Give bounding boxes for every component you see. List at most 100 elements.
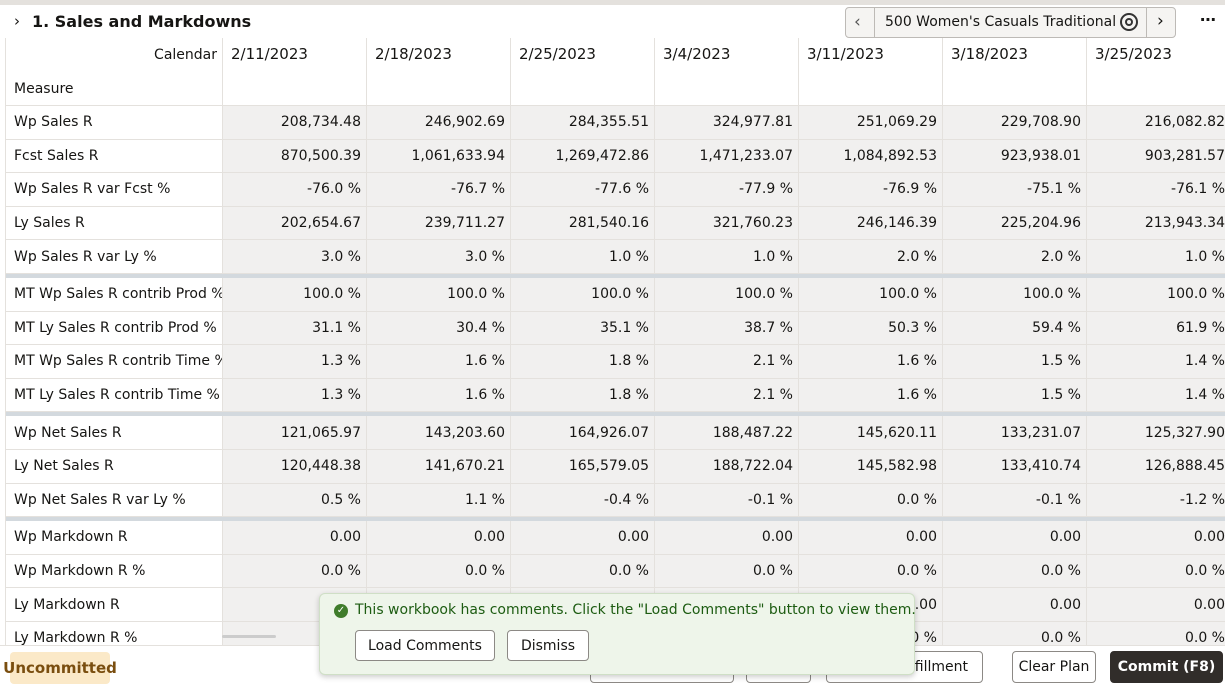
value-cell[interactable]: 133,410.74 [943, 450, 1087, 484]
value-cell[interactable]: 0.00 [799, 521, 943, 555]
target-icon[interactable] [1120, 13, 1138, 31]
value-cell[interactable]: 0.0 % [799, 483, 943, 518]
value-cell[interactable]: 1.3 % [223, 345, 367, 379]
value-cell[interactable]: 251,069.29 [799, 106, 943, 140]
value-cell[interactable]: 1.0 % [1087, 240, 1225, 274]
column-header[interactable]: 2/11/2023 [223, 38, 367, 106]
selector-label[interactable]: 500 Women's Casuals Traditional [874, 8, 1116, 37]
value-cell[interactable]: 100.0 % [511, 278, 655, 312]
value-cell[interactable]: 1.0 % [655, 240, 799, 274]
prev-button[interactable]: ‹ [854, 12, 861, 32]
next-button[interactable]: › [1146, 8, 1164, 37]
value-cell[interactable]: 281,540.16 [511, 206, 655, 241]
value-cell[interactable]: 213,943.34 [1087, 206, 1225, 241]
value-cell[interactable]: 0.00 [367, 521, 511, 555]
value-cell[interactable]: 50.3 % [799, 311, 943, 346]
value-cell[interactable]: 38.7 % [655, 311, 799, 346]
column-header[interactable]: 3/11/2023 [799, 38, 943, 106]
value-cell[interactable]: 0.00 [655, 521, 799, 555]
value-cell[interactable]: 59.4 % [943, 311, 1087, 346]
value-cell[interactable]: 0.00 [223, 521, 367, 555]
value-cell[interactable]: 0.00 [943, 588, 1087, 622]
value-cell[interactable]: 1.0 % [511, 240, 655, 274]
column-header[interactable]: 3/4/2023 [655, 38, 799, 106]
value-cell[interactable]: 145,620.11 [799, 416, 943, 450]
value-cell[interactable]: 100.0 % [367, 278, 511, 312]
value-cell[interactable]: 100.0 % [943, 278, 1087, 312]
value-cell[interactable]: 870,500.39 [223, 139, 367, 174]
value-cell[interactable]: 1.6 % [367, 345, 511, 379]
value-cell[interactable]: 225,204.96 [943, 206, 1087, 241]
value-cell[interactable]: 188,487.22 [655, 416, 799, 450]
value-cell[interactable]: 0.0 % [655, 554, 799, 589]
value-cell[interactable]: 1.3 % [223, 378, 367, 413]
value-cell[interactable]: 0.0 % [511, 554, 655, 589]
value-cell[interactable]: 229,708.90 [943, 106, 1087, 140]
value-cell[interactable]: 100.0 % [655, 278, 799, 312]
value-cell[interactable]: 61.9 % [1087, 311, 1225, 346]
value-cell[interactable]: -1.2 % [1087, 483, 1225, 518]
value-cell[interactable]: 1,084,892.53 [799, 139, 943, 174]
value-cell[interactable]: 31.1 % [223, 311, 367, 346]
value-cell[interactable]: 1.5 % [943, 378, 1087, 413]
value-cell[interactable]: 903,281.57 [1087, 139, 1225, 174]
column-header[interactable]: 3/18/2023 [943, 38, 1087, 106]
value-cell[interactable]: -76.0 % [223, 173, 367, 207]
value-cell[interactable]: 1.6 % [799, 345, 943, 379]
value-cell[interactable]: 0.00 [1087, 588, 1225, 622]
clear-plan-button[interactable]: Clear Plan [1012, 651, 1096, 683]
value-cell[interactable]: 208,734.48 [223, 106, 367, 140]
value-cell[interactable]: 923,938.01 [943, 139, 1087, 174]
value-cell[interactable]: 246,146.39 [799, 206, 943, 241]
value-cell[interactable]: 1.8 % [511, 378, 655, 413]
value-cell[interactable]: 100.0 % [799, 278, 943, 312]
expand-icon[interactable]: › [14, 12, 20, 30]
value-cell[interactable]: 321,760.23 [655, 206, 799, 241]
value-cell[interactable]: 188,722.04 [655, 450, 799, 484]
value-cell[interactable]: 164,926.07 [511, 416, 655, 450]
value-cell[interactable]: 2.1 % [655, 378, 799, 413]
value-cell[interactable]: 0.0 % [943, 622, 1087, 645]
value-cell[interactable]: 30.4 % [367, 311, 511, 346]
value-cell[interactable]: -77.6 % [511, 173, 655, 207]
load-comments-button[interactable]: Load Comments [355, 630, 495, 661]
column-header[interactable]: 3/25/2023 [1087, 38, 1225, 106]
value-cell[interactable]: 1,471,233.07 [655, 139, 799, 174]
value-cell[interactable]: -76.7 % [367, 173, 511, 207]
value-cell[interactable]: 284,355.51 [511, 106, 655, 140]
value-cell[interactable]: 216,082.82 [1087, 106, 1225, 140]
value-cell[interactable]: 100.0 % [223, 278, 367, 312]
value-cell[interactable]: 126,888.45 [1087, 450, 1225, 484]
value-cell[interactable]: -75.1 % [943, 173, 1087, 207]
scrollbar[interactable] [222, 635, 276, 638]
value-cell[interactable]: 0.5 % [223, 483, 367, 518]
value-cell[interactable]: 3.0 % [367, 240, 511, 274]
value-cell[interactable]: 2.0 % [943, 240, 1087, 274]
value-cell[interactable]: 121,065.97 [223, 416, 367, 450]
value-cell[interactable]: 125,327.90 [1087, 416, 1225, 450]
value-cell[interactable]: 0.0 % [367, 554, 511, 589]
value-cell[interactable]: 1.6 % [799, 378, 943, 413]
value-cell[interactable]: 0.0 % [223, 554, 367, 589]
value-cell[interactable]: 143,203.60 [367, 416, 511, 450]
value-cell[interactable]: 1.8 % [511, 345, 655, 379]
dismiss-button[interactable]: Dismiss [507, 630, 589, 661]
value-cell[interactable]: 1.5 % [943, 345, 1087, 379]
value-cell[interactable]: 246,902.69 [367, 106, 511, 140]
value-cell[interactable]: 0.0 % [1087, 622, 1225, 645]
value-cell[interactable]: 1,269,472.86 [511, 139, 655, 174]
value-cell[interactable]: 145,582.98 [799, 450, 943, 484]
value-cell[interactable]: 239,711.27 [367, 206, 511, 241]
value-cell[interactable]: 1,061,633.94 [367, 139, 511, 174]
value-cell[interactable]: 1.6 % [367, 378, 511, 413]
value-cell[interactable]: 3.0 % [223, 240, 367, 274]
column-header[interactable]: 2/25/2023 [511, 38, 655, 106]
value-cell[interactable]: 202,654.67 [223, 206, 367, 241]
value-cell[interactable]: 0.0 % [943, 554, 1087, 589]
value-cell[interactable]: -76.9 % [799, 173, 943, 207]
value-cell[interactable]: -77.9 % [655, 173, 799, 207]
more-menu[interactable]: ⋯ [1200, 10, 1216, 29]
value-cell[interactable]: -0.4 % [511, 483, 655, 518]
value-cell[interactable]: 0.00 [1087, 521, 1225, 555]
value-cell[interactable]: 35.1 % [511, 311, 655, 346]
